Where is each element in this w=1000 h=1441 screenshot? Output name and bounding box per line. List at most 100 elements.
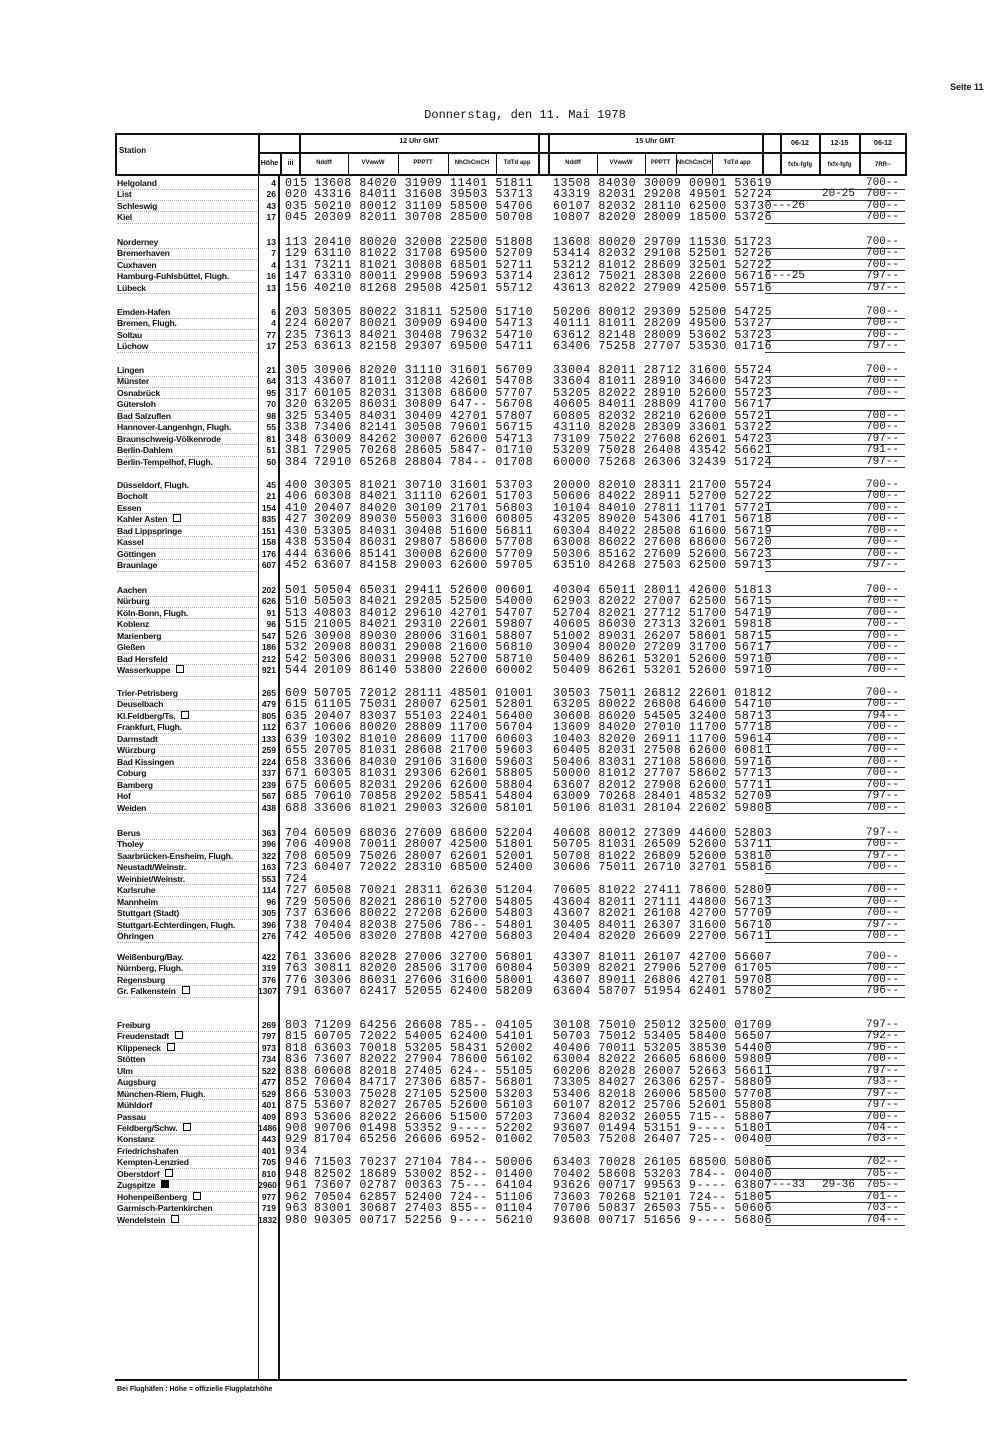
station-name: Braunschweig-Völkenrode (117, 434, 257, 446)
table-row: Kahler Asten 835 427 30209 89030 55003 3160… (0, 514, 1000, 526)
station-name: Köln-Bonn, Flugh. (117, 608, 257, 620)
obs-15-utc: 70402 58608 53203 784-- 00400 (553, 1167, 773, 1181)
obs-12-utc: 40803 84012 29610 42701 54707 (314, 606, 534, 620)
obs-15-utc: 60206 82028 26007 52663 56611 (553, 1064, 773, 1078)
station-label: Lingen (117, 365, 144, 375)
obs-12-utc: 21005 84021 29310 22601 59807 (314, 618, 534, 632)
station-height: 21 (266, 491, 276, 502)
extra-columns-line (765, 514, 905, 526)
header-divider (496, 152, 497, 176)
extra-columns-line (765, 445, 905, 457)
obs-15-utc: 60000 75268 26306 32439 51724 (553, 455, 773, 469)
station-name: Emden-Hafen (117, 307, 257, 319)
station-height: 114 (262, 885, 276, 896)
extra-columns-line (765, 908, 905, 920)
station-index: 338 (285, 421, 308, 435)
station-index: 737 (285, 907, 308, 921)
station-index: 637 (285, 721, 308, 735)
precip-06-12: 700-- (866, 386, 900, 399)
table-row: Weinbiet/Weinstr. 553 724 (0, 874, 1000, 886)
station-name: Saarbrücken-Ensheim, Flugh. (117, 851, 257, 863)
table-row: Wasserkuppe 921 544 20109 86140 53800 22600… (0, 665, 1000, 677)
station-height: 401 (261, 1145, 276, 1156)
table-row: Schleswig 43 035 50210 80012 31109 58500 54… (0, 200, 1000, 213)
station-height: 522 (261, 1065, 276, 1076)
table-row: Bremen, Flugh. 4 224 60207 80021 30909 6940… (0, 318, 1000, 330)
station-index: 639 (285, 732, 308, 746)
precip-06-12: 797-- (866, 340, 900, 353)
extra-columns-line (765, 1180, 905, 1192)
station-height: 422 (261, 952, 276, 962)
station-name: Bad Salzuflen (117, 411, 257, 423)
station-index: 791 (285, 985, 308, 999)
precip-06-12: 793-- (866, 1076, 900, 1089)
square-icon (181, 710, 190, 719)
station-name: Berus (117, 828, 257, 840)
obs-12-utc: 60407 72022 28310 68500 52400 (314, 861, 534, 875)
precip-06-12: 700-- (866, 838, 900, 851)
station-index: 866 (285, 1087, 308, 1101)
station-height: 396 (261, 839, 276, 850)
station-name: Lingen (117, 365, 257, 377)
header-sub15-col: VVwwW (609, 160, 633, 166)
precip-06-12: 700-- (866, 317, 900, 330)
station-label: Darmstadt (117, 733, 158, 744)
station-index: 320 (285, 398, 308, 412)
obs-15-utc: 50703 75012 53405 58400 56507 (553, 1030, 773, 1044)
obs-12-utc: 30306 86031 27606 31600 58001 (314, 973, 534, 987)
obs-12-utc: 60605 82031 29206 62600 58804 (314, 778, 534, 792)
obs-15-utc: 50409 86261 53201 52600 59710 (553, 652, 773, 666)
extra-columns-line (765, 307, 905, 319)
table-row: Gr. Falkenstein 1307 791 63607 62417 52055 … (0, 986, 1000, 998)
precip-06-12: 700-- (866, 962, 900, 975)
precip-06-12: 705-- (866, 1179, 900, 1192)
station-name: Wasserkuppe (117, 665, 257, 677)
station-name: Düsseldorf, Flugh. (117, 480, 257, 492)
header-divider (712, 152, 713, 176)
station-index: 156 (285, 281, 308, 295)
station-name: List (117, 189, 257, 201)
station-name: Braunlage (117, 560, 257, 572)
header-station: Station (119, 146, 147, 155)
station-label: Mannheim (117, 896, 158, 907)
precip-06-12: 700-- (866, 606, 900, 619)
station-label: Freudenstadt (117, 1031, 170, 1042)
obs-15-utc: 50309 82021 27906 52700 61705 (553, 962, 773, 976)
station-index: 961 (285, 1179, 308, 1193)
precip-06-12: 791-- (866, 444, 900, 457)
header-extra-3-period: 06-12 (874, 140, 892, 147)
precip-06-12: 700-- (866, 595, 900, 608)
station-label: Hof (117, 791, 131, 802)
precip-06-12: 700-- (866, 409, 900, 422)
table-row: Bad Salzuflen 98 325 53405 84031 30409 4270… (0, 409, 1000, 423)
obs-12-utc: 30305 81021 30710 31601 53703 (314, 479, 534, 492)
station-label: Göttingen (117, 548, 156, 559)
extra-columns-line (765, 688, 905, 700)
obs-12-utc: 60705 72022 54005 62400 54101 (314, 1030, 534, 1044)
table-row: Aachen 202 501 50504 65031 29411 52600 0060… (0, 584, 1000, 597)
station-height: 13 (266, 237, 276, 247)
obs-15-utc: 40605 84011 28809 41700 56717 (553, 398, 773, 412)
extra-columns-line (765, 189, 905, 201)
table-row: Soltau 77 235 73613 84021 30408 79632 54710… (0, 329, 1000, 342)
extra-columns-line (765, 851, 905, 863)
obs-15-utc: 70706 50837 26503 755-- 50606 (553, 1202, 773, 1216)
station-index: 305 (285, 364, 308, 377)
obs-12-utc: 20109 86140 53800 22600 60002 (314, 664, 534, 678)
table-row: Regensburg 376 776 30306 86031 27606 31600 … (0, 973, 1000, 987)
column-divider (258, 176, 259, 1380)
table-row: München-Riem, Flugh. 529 866 53003 75028 27… (0, 1087, 1000, 1101)
station-height: 151 (261, 525, 276, 536)
station-label: Feldberg/Schw. (117, 1123, 178, 1133)
station-name: Ulm (117, 1066, 257, 1078)
extra-columns-line (765, 1169, 905, 1181)
extra-columns-line (765, 768, 905, 780)
extra-columns-line (765, 388, 905, 400)
station-height: 810 (261, 1168, 276, 1179)
station-index: 704 (285, 827, 308, 840)
obs-15-utc: 60304 84022 28508 61600 56719 (553, 524, 773, 538)
station-height: 269 (261, 1020, 276, 1030)
station-label: Frankfurt, Flugh. (117, 722, 182, 733)
station-label: Kassel (117, 537, 144, 548)
